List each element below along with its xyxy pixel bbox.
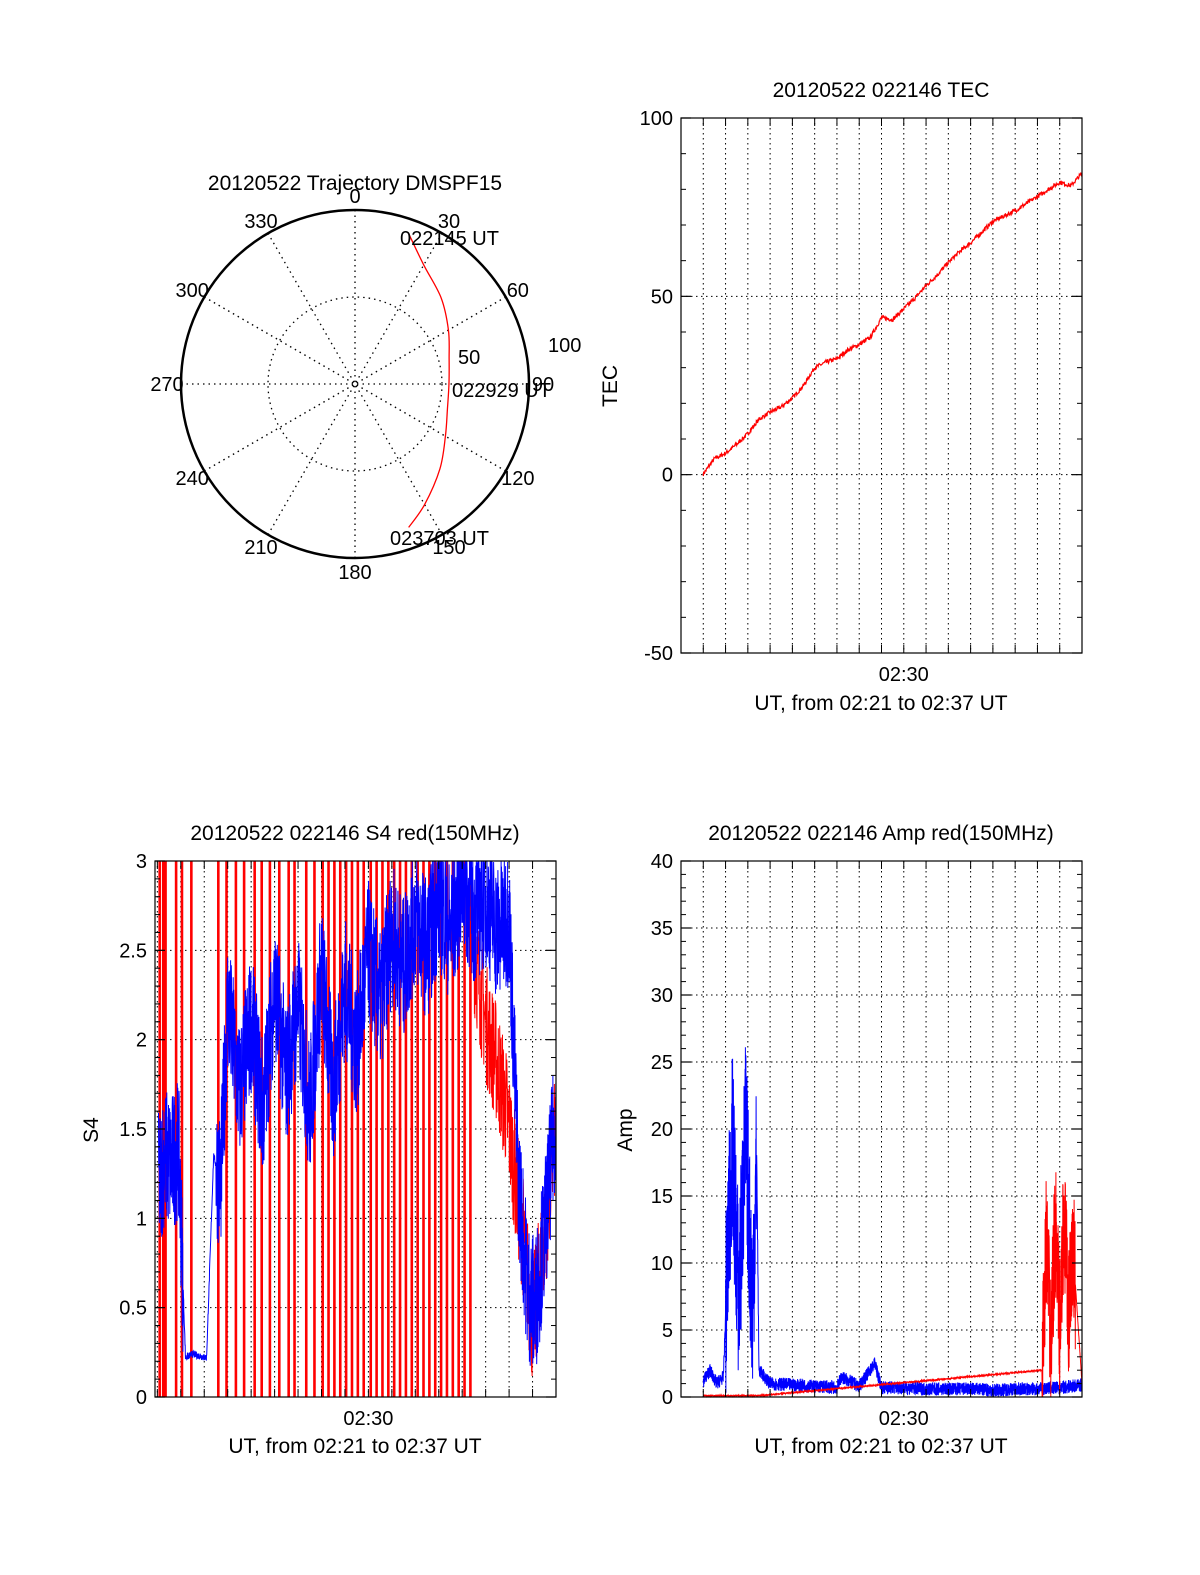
x-tick-label: 02:30 — [879, 664, 929, 686]
polar-inner-ring — [267, 296, 443, 472]
amp-x-ticks: 02:30 — [702, 861, 1061, 1430]
y-tick-label: 50 — [651, 286, 673, 308]
y-tick-label: 1.5 — [119, 1119, 147, 1141]
s4-red-line — [473, 929, 556, 1377]
s4-y-ticks: 0 0.5 1 1.5 2 2.5 3 — [119, 851, 556, 1409]
x-tick-label: 02:30 — [343, 1408, 393, 1430]
s4-series — [158, 861, 556, 1397]
ring-label-100: 100 — [548, 335, 581, 357]
y-tick-label: 30 — [651, 985, 673, 1007]
azimuth-label-210: 210 — [244, 537, 277, 559]
y-tick-label: 100 — [640, 108, 673, 130]
y-tick-label: 1 — [136, 1208, 147, 1230]
s4-x-ticks: 02:30 — [156, 861, 534, 1430]
y-tick-label: 20 — [651, 1119, 673, 1141]
s4-chart-panel: 20120522 022146 S4 red(150MHz) 0 0.5 1 1.5 2… — [80, 822, 557, 1458]
azimuth-label-30: 30 — [438, 211, 460, 233]
y-tick-label: 2 — [136, 1030, 147, 1052]
s4-blue-line — [158, 861, 556, 1366]
tec-gridlines — [681, 118, 1082, 653]
y-tick-label: 10 — [651, 1253, 673, 1275]
polar-azimuth-labels: 0 30 60 90 120 150 180 210 240 270 300 330 — [150, 186, 554, 584]
azimuth-label-240: 240 — [175, 468, 208, 490]
amp-x-axis-label: UT, from 02:21 to 02:37 UT — [754, 1435, 1007, 1458]
y-tick-label: 0.5 — [119, 1298, 147, 1320]
azimuth-label-180: 180 — [338, 562, 371, 584]
azimuth-label-120: 120 — [501, 468, 534, 490]
y-tick-label: -50 — [644, 643, 673, 665]
y-tick-label: 0 — [662, 1387, 673, 1409]
s4-x-axis-label: UT, from 02:21 to 02:37 UT — [228, 1435, 481, 1458]
y-tick-label: 0 — [662, 465, 673, 487]
polar-spoke — [267, 232, 443, 536]
y-tick-label: 5 — [662, 1320, 673, 1342]
azimuth-label-300: 300 — [175, 280, 208, 302]
trajectory-mid-label: 022929 UT — [452, 380, 551, 402]
tec-y-axis-label: TEC — [599, 365, 622, 407]
ring-label-50: 50 — [458, 347, 480, 369]
azimuth-label-150: 150 — [432, 537, 465, 559]
tec-x-ticks: 02:30 — [702, 118, 1061, 686]
amp-gridlines — [681, 861, 1082, 1397]
polar-spoke — [267, 232, 443, 536]
y-tick-label: 25 — [651, 1052, 673, 1074]
amp-blue-line — [702, 1047, 1083, 1398]
amp-red-line — [702, 1172, 1083, 1399]
trajectory-title: 20120522 Trajectory DMSPF15 — [208, 172, 502, 195]
tec-chart-panel: 20120522 022146 TEC -50 0 50 100 02:30 UT, … — [599, 79, 1083, 715]
azimuth-label-60: 60 — [507, 280, 529, 302]
y-tick-label: 0 — [136, 1387, 147, 1409]
tec-title: 20120522 022146 TEC — [773, 79, 990, 102]
y-tick-label: 2.5 — [119, 940, 147, 962]
azimuth-label-0: 0 — [349, 186, 360, 208]
tec-y-ticks: -50 0 50 100 — [640, 108, 1082, 665]
azimuth-label-270: 270 — [150, 374, 183, 396]
azimuth-label-90: 90 — [532, 374, 554, 396]
y-tick-label: 3 — [136, 851, 147, 873]
tec-x-axis-label: UT, from 02:21 to 02:37 UT — [754, 692, 1007, 715]
trajectory-track — [407, 232, 450, 528]
trajectory-start-label: 022145 UT — [400, 228, 499, 250]
y-tick-label: 40 — [651, 851, 673, 873]
trajectory-end-label: 023703 UT — [390, 528, 489, 550]
amp-title: 20120522 022146 Amp red(150MHz) — [708, 822, 1054, 845]
amp-chart-panel: 20120522 022146 Amp red(150MHz) 0 5 10 15 20… — [614, 822, 1083, 1458]
polar-grid — [179, 208, 531, 560]
amp-series — [702, 1047, 1083, 1399]
tec-line — [702, 171, 1083, 477]
trajectory-path — [407, 232, 450, 528]
s4-y-axis-label: S4 — [80, 1117, 103, 1143]
x-tick-label: 02:30 — [879, 1408, 929, 1430]
s4-series-area — [158, 861, 556, 1397]
amp-y-axis-label: Amp — [614, 1108, 637, 1151]
s4-title: 20120522 022146 S4 red(150MHz) — [190, 822, 519, 845]
amp-y-ticks: 0 5 10 15 20 25 30 35 40 — [651, 851, 1082, 1409]
azimuth-label-330: 330 — [244, 211, 277, 233]
trajectory-polar-panel: 20120522 Trajectory DMSPF15 0 30 60 90 120 15… — [150, 172, 581, 584]
y-tick-label: 15 — [651, 1186, 673, 1208]
tec-series — [702, 171, 1083, 477]
y-tick-label: 35 — [651, 918, 673, 940]
